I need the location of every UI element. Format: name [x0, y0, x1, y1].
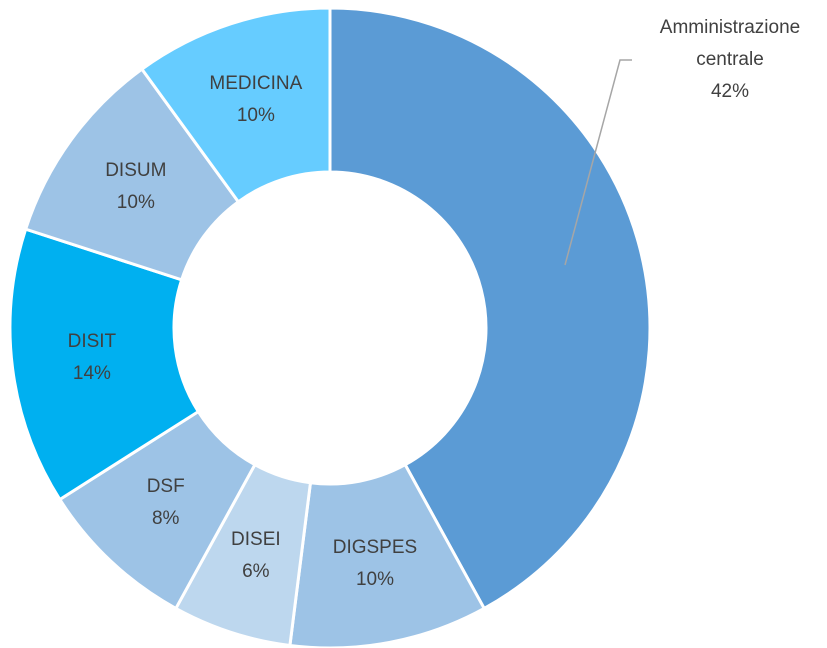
data-label: DISUM 10%	[105, 155, 166, 219]
category-label: DISEI	[231, 529, 281, 551]
leader-line	[564, 59, 632, 266]
value-label: 8%	[151, 507, 180, 529]
data-label: DISIT 14%	[68, 326, 117, 390]
data-label: DIGSPES 10%	[333, 532, 417, 596]
slice	[8, 227, 201, 502]
category-label: DIGSPES	[332, 536, 418, 558]
value-label: 10%	[355, 568, 394, 590]
data-label: DISEI 6%	[231, 524, 281, 588]
value-label: 42%	[710, 81, 750, 102]
category-label: MEDICINA	[209, 72, 303, 94]
value-label: 10%	[236, 104, 275, 126]
category-label: DISUM	[105, 159, 167, 181]
data-label: MEDICINA 10%	[209, 68, 302, 132]
slice	[328, 6, 652, 611]
category-label: DISIT	[67, 331, 117, 353]
data-label: Amministrazione centrale 42%	[635, 12, 825, 108]
category-label: DSF	[146, 475, 185, 497]
value-label: 14%	[72, 363, 111, 385]
slice	[139, 6, 332, 204]
category-label: Amministrazione centrale	[659, 17, 801, 70]
data-label: DSF 8%	[147, 471, 185, 535]
value-label: 10%	[116, 191, 155, 213]
value-label: 6%	[242, 561, 270, 583]
